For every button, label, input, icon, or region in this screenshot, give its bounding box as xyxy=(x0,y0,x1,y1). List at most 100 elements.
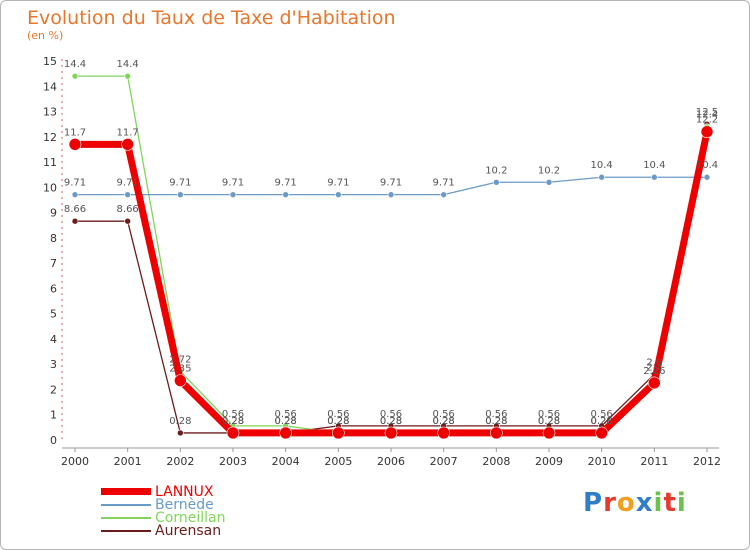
data-label: 10.4 xyxy=(591,160,613,171)
data-label: 0.28 xyxy=(591,416,613,427)
data-point xyxy=(703,173,711,181)
data-point xyxy=(279,426,292,440)
legend-label: Bernède xyxy=(155,496,214,513)
data-label: 0.56 xyxy=(538,409,560,420)
y-axis-unit: (en %) xyxy=(27,29,64,42)
legend-swatch xyxy=(101,503,151,506)
data-point xyxy=(700,125,714,139)
data-point xyxy=(68,138,82,151)
data-point xyxy=(226,426,240,440)
data-point xyxy=(648,376,661,390)
data-label: 0.56 xyxy=(380,409,402,420)
data-point xyxy=(124,217,131,225)
y-tick-label: 1 xyxy=(50,409,57,422)
data-label: 9.71 xyxy=(117,178,139,189)
series-layer xyxy=(68,72,714,440)
data-label: 0.28 xyxy=(327,416,349,427)
data-point xyxy=(124,72,131,80)
data-label: 9.71 xyxy=(327,178,349,189)
data-point xyxy=(71,191,79,198)
y-tick-label: 6 xyxy=(50,282,57,295)
data-label: 0.56 xyxy=(327,409,349,420)
data-label: 9.71 xyxy=(433,178,455,189)
data-point xyxy=(121,138,134,151)
x-tick-label: 2004 xyxy=(272,455,300,468)
data-label: 2.4 xyxy=(646,362,662,373)
y-tick-label: 4 xyxy=(50,333,57,346)
data-label: 12.5 xyxy=(696,107,718,118)
data-label: 0.56 xyxy=(275,409,297,420)
y-tick-label: 10 xyxy=(43,181,57,194)
data-label: 2.35 xyxy=(169,364,191,375)
x-tick-label: 2009 xyxy=(535,455,563,468)
data-label: 9.71 xyxy=(64,178,86,189)
x-tick-label: 2000 xyxy=(61,455,89,468)
data-point xyxy=(651,173,658,181)
data-label: 0.28 xyxy=(169,416,191,427)
data-point xyxy=(335,191,342,198)
data-label: 2.72 xyxy=(169,354,191,365)
y-tick-label: 15 xyxy=(43,55,57,68)
y-tick-label: 7 xyxy=(50,257,57,270)
y-tick-label: 8 xyxy=(50,232,57,245)
x-tick-label: 2005 xyxy=(324,455,352,468)
legend-label: Corneillan xyxy=(155,509,226,526)
data-point xyxy=(598,173,605,181)
data-label: 0.28 xyxy=(538,416,560,427)
legend-label: Aurensan xyxy=(155,522,222,539)
y-tick-label: 5 xyxy=(50,308,57,321)
data-label: 12.2 xyxy=(696,115,718,126)
data-label: 2.6 xyxy=(646,357,662,368)
data-label: 0.28 xyxy=(222,416,244,427)
data-label: 10.4 xyxy=(696,160,718,171)
data-label: 0.28 xyxy=(275,416,297,427)
data-label: 9.71 xyxy=(380,178,402,189)
data-point xyxy=(440,191,447,198)
data-label: 12.4 xyxy=(696,110,718,121)
y-tick-label: 9 xyxy=(50,207,57,220)
data-label: 11.7 xyxy=(117,127,139,138)
proxiti-logo: Proxiti xyxy=(583,488,687,518)
legend-label: LANNUX xyxy=(155,483,214,500)
data-label: 8.66 xyxy=(64,204,86,215)
data-label: 0.56 xyxy=(485,409,507,420)
x-tick-label: 2010 xyxy=(588,455,616,468)
y-tick-label: 2 xyxy=(50,383,57,396)
data-label: 0.28 xyxy=(433,416,455,427)
data-point xyxy=(332,426,345,440)
data-point xyxy=(542,426,556,440)
data-label: 0.28 xyxy=(380,416,402,427)
data-point xyxy=(387,191,395,198)
data-label: 10.2 xyxy=(485,165,507,176)
data-point xyxy=(177,191,184,198)
data-point xyxy=(71,72,79,80)
x-tick-label: 2002 xyxy=(166,455,194,468)
data-point xyxy=(545,178,553,186)
legend-item: Corneillan xyxy=(101,509,226,526)
y-tick-label: 13 xyxy=(43,106,57,119)
data-point xyxy=(282,191,289,198)
data-label: 0.28 xyxy=(327,416,349,427)
y-tick-label: 11 xyxy=(43,156,57,169)
data-label: 0.28 xyxy=(485,416,507,427)
data-point xyxy=(229,191,237,198)
data-point xyxy=(490,426,503,440)
data-label: 0.28 xyxy=(380,416,402,427)
data-label: 0.28 xyxy=(538,416,560,427)
data-label: 0.56 xyxy=(433,409,455,420)
data-point xyxy=(384,426,398,440)
data-point xyxy=(71,217,79,225)
data-point xyxy=(595,426,608,440)
x-tick-label: 2007 xyxy=(430,455,458,468)
data-label: 8.66 xyxy=(117,204,139,215)
x-tick-label: 2008 xyxy=(482,455,510,468)
legend-item: LANNUX xyxy=(101,483,225,500)
data-labels-layer: 8.66 8.660.28 0.28 0.280.56 0.56 0.56 0.56 0.56… xyxy=(64,59,718,427)
data-label: 14.4 xyxy=(117,59,139,70)
legend-swatch xyxy=(101,529,151,532)
data-label: 10.4 xyxy=(643,160,665,171)
legend-item: Bernède xyxy=(101,496,225,513)
